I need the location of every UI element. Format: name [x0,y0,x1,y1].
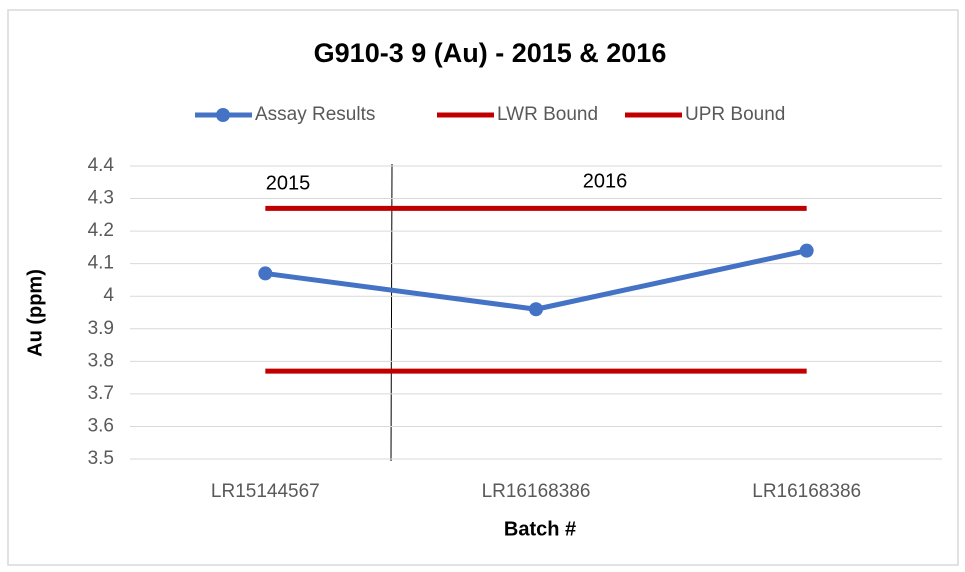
legend-label: Assay Results [255,104,375,125]
x-tick-label: LR15144567 [211,481,320,502]
chart-frame [7,9,959,566]
y-tick-label: 4.3 [88,188,114,209]
legend-label: UPR Bound [685,104,785,125]
data-point [258,266,273,281]
legend-marker [216,108,230,122]
annotation: 2016 [583,170,628,192]
x-axis-title: Batch # [504,518,576,540]
y-tick-label: 3.7 [88,383,114,404]
y-tick-label: 3.6 [88,415,114,436]
y-axis-title: Au (ppm) [24,269,46,357]
data-point [529,302,543,317]
y-tick-label: 4.4 [88,155,115,176]
legend-label: LWR Bound [497,104,598,125]
x-tick-label: LR16168386 [482,481,591,502]
y-tick-label: 4.1 [88,253,114,274]
y-tick-label: 4 [103,285,114,306]
y-tick-label: 3.5 [88,448,114,469]
year-divider [390,163,393,462]
data-point [799,243,814,258]
annotation: 2015 [266,172,311,194]
x-tick-label: LR16168386 [752,481,861,502]
y-tick-label: 3.9 [88,318,114,339]
chart-title: G910-3 9 (Au) - 2015 & 2016 [314,38,667,68]
y-tick-label: 4.2 [88,220,114,241]
y-tick-label: 3.8 [88,350,114,371]
